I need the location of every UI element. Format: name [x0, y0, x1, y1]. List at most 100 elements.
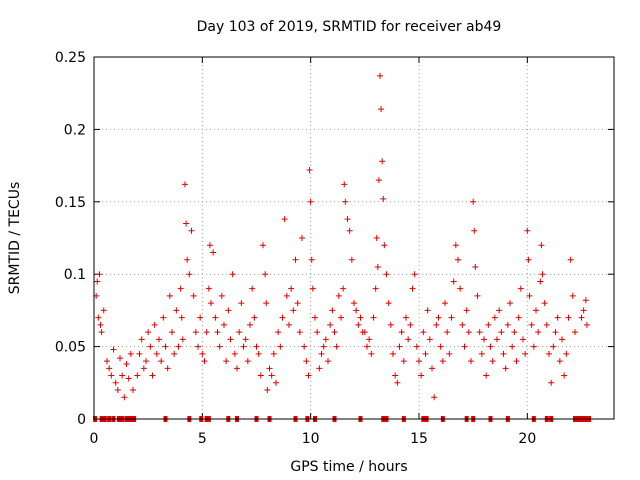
data-point	[537, 278, 544, 285]
data-point	[380, 195, 387, 202]
data-point	[364, 343, 370, 350]
data-point	[478, 350, 485, 357]
data-point	[188, 227, 195, 234]
data-point	[119, 372, 126, 379]
data-point	[450, 278, 457, 285]
data-point	[565, 314, 572, 321]
data-point	[314, 329, 321, 336]
data-point	[197, 314, 204, 321]
data-point	[583, 321, 590, 328]
data-point	[130, 387, 136, 394]
data-point	[487, 343, 494, 350]
data-point	[312, 314, 318, 321]
data-point	[530, 343, 537, 350]
data-point	[171, 350, 178, 357]
data-point	[552, 329, 559, 336]
data-point	[502, 365, 509, 372]
data-point	[400, 358, 407, 365]
data-point	[580, 307, 587, 314]
data-point	[177, 285, 184, 292]
data-point	[117, 355, 123, 362]
data-point	[494, 336, 500, 343]
data-point	[164, 365, 171, 372]
data-point	[104, 358, 110, 365]
data-point	[195, 343, 201, 350]
data-point	[225, 307, 232, 314]
data-point	[145, 329, 152, 336]
data-points	[93, 72, 592, 422]
data-point	[500, 350, 507, 357]
data-point	[522, 350, 529, 357]
data-point	[346, 227, 353, 234]
data-point	[249, 285, 256, 292]
data-point	[203, 329, 210, 336]
data-point	[556, 358, 563, 365]
data-point	[429, 365, 435, 372]
data-point	[299, 235, 305, 241]
data-point	[162, 343, 169, 350]
data-point	[409, 285, 416, 292]
data-point	[134, 372, 141, 379]
data-point	[468, 358, 474, 365]
data-point	[186, 271, 193, 278]
data-point	[353, 307, 360, 314]
data-point	[351, 300, 357, 307]
data-point	[424, 307, 431, 314]
data-point	[394, 379, 401, 386]
data-point	[318, 350, 325, 357]
data-point	[491, 314, 498, 321]
data-point	[357, 314, 364, 321]
data-point	[199, 350, 206, 357]
data-point	[327, 321, 334, 328]
data-point	[121, 394, 128, 401]
data-point	[539, 271, 546, 278]
data-point	[106, 365, 113, 372]
data-point	[463, 307, 470, 314]
data-point	[257, 372, 264, 379]
data-point	[411, 271, 418, 278]
data-point	[361, 329, 368, 336]
y-tick-label: 0.1	[64, 267, 86, 283]
data-point	[153, 350, 160, 357]
data-point	[340, 285, 347, 292]
data-point	[260, 242, 266, 249]
data-point	[374, 263, 381, 270]
data-point	[496, 307, 503, 314]
data-point	[296, 329, 303, 336]
data-point	[283, 292, 290, 299]
data-point	[151, 321, 158, 328]
data-point	[538, 242, 545, 249]
data-point	[525, 256, 532, 263]
data-point	[98, 329, 105, 336]
data-point	[448, 314, 455, 321]
data-point	[385, 300, 392, 307]
data-point	[366, 336, 373, 343]
x-tick-label: 20	[518, 431, 536, 447]
data-point	[416, 358, 422, 365]
data-point	[331, 329, 338, 336]
data-point	[546, 350, 552, 357]
data-point	[563, 350, 570, 357]
data-point	[569, 292, 576, 299]
data-point	[422, 350, 429, 357]
data-point	[184, 256, 191, 263]
data-point	[370, 314, 377, 321]
data-point	[325, 358, 331, 365]
data-point	[94, 278, 101, 285]
data-point	[507, 300, 513, 307]
data-point	[437, 343, 444, 350]
data-point	[166, 292, 173, 299]
data-point	[212, 314, 219, 321]
plot-frame	[93, 56, 615, 420]
x-tick-label: 10	[302, 431, 320, 447]
data-point	[183, 220, 190, 227]
data-point	[140, 365, 147, 372]
data-point	[286, 321, 292, 328]
y-tick-label: 0.05	[55, 340, 86, 356]
data-point	[375, 177, 382, 184]
data-point	[110, 346, 117, 353]
data-point	[554, 314, 561, 321]
data-point	[255, 350, 262, 357]
data-point	[420, 329, 427, 336]
